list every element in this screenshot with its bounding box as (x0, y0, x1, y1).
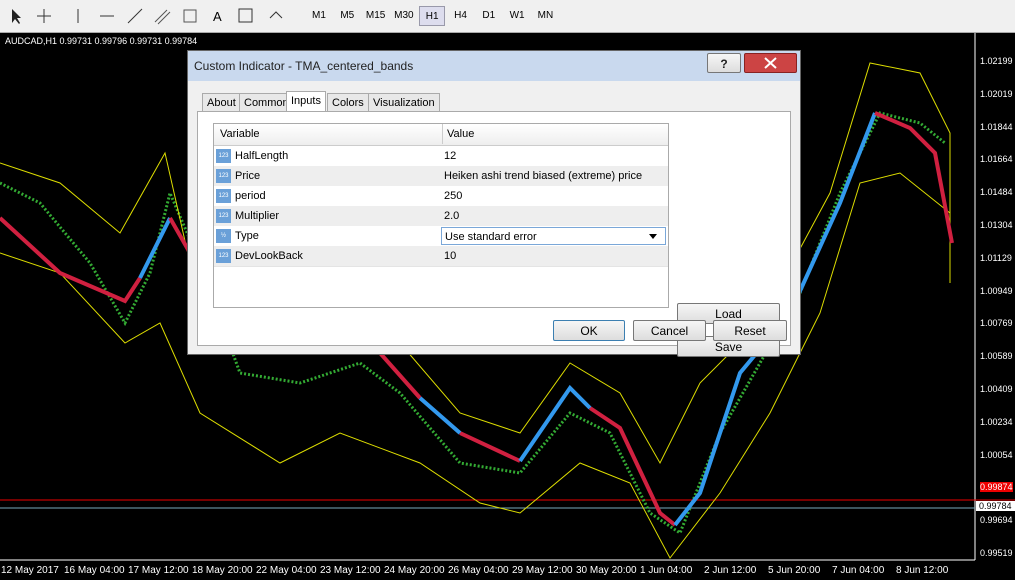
timeframe-button[interactable]: M5 (340, 10, 355, 21)
variable-name: Price (235, 170, 261, 182)
time-label: 7 Jun 04:00 (832, 565, 885, 576)
price-label: 1.00769 (980, 318, 1013, 329)
price-label: 1.02019 (980, 88, 1013, 99)
type-icon: 123 (216, 249, 231, 263)
time-label: 12 May 2017 (1, 565, 59, 576)
lower-band (0, 172, 951, 559)
timeframe-button[interactable]: H1 (419, 6, 446, 26)
upper-band (0, 62, 951, 465)
timeframe-button[interactable]: MN (537, 10, 554, 21)
table-row[interactable]: 123 Multiplier 2.0 (214, 206, 668, 227)
timeframe-button[interactable]: D1 (482, 10, 496, 21)
dialog-button[interactable]: Reset (713, 320, 787, 341)
table-header: Variable Value (214, 124, 668, 146)
time-label: 8 Jun 12:00 (896, 565, 949, 576)
price-label: 1.00589 (980, 351, 1013, 362)
price-label: 1.01664 (980, 154, 1013, 165)
price-label: 1.00409 (980, 384, 1013, 394)
tma-down (874, 111, 954, 244)
timeframe-button[interactable]: W1 (509, 10, 525, 21)
price-label: 1.00054 (980, 449, 1013, 460)
price-label: 1.00949 (980, 285, 1013, 296)
variable-value: 12 (444, 150, 457, 162)
help-button[interactable]: ? (707, 53, 741, 73)
price-label: 1.00234 (980, 416, 1013, 427)
dropdown-arrow (649, 234, 657, 239)
side-button[interactable]: Load (677, 303, 780, 324)
time-label: 1 Jun 04:00 (640, 565, 693, 576)
tab[interactable]: Common (239, 93, 294, 113)
variable-name: HalfLength (235, 150, 289, 162)
dialog-title: Custom Indicator - TMA_centered_bands (194, 59, 414, 73)
timeframe-button[interactable]: H4 (454, 10, 467, 21)
dialog-button[interactable]: Cancel (633, 320, 706, 341)
time-label: 17 May 12:00 (128, 565, 189, 576)
type-icon: 123 (216, 149, 231, 163)
price-bars (0, 111, 946, 536)
time-label: 24 May 20:00 (384, 565, 445, 576)
table-row[interactable]: 123 period 250 (214, 186, 668, 207)
tab[interactable]: About (202, 93, 241, 113)
time-label: 2 Jun 12:00 (704, 565, 757, 576)
type-icon: 123 (216, 209, 231, 223)
price-label: 1.02199 (980, 56, 1013, 66)
tma-down (168, 217, 677, 527)
column-header: Variable (220, 128, 260, 140)
table-row[interactable]: 123 HalfLength 12 (214, 146, 668, 167)
toolbar: A M1 M5 M15 M30 H1 H4 D1 W1 MN (0, 0, 1015, 33)
price-label: 0.99519 (980, 548, 1013, 558)
variable-name: Multiplier (235, 210, 280, 222)
timeframe-button[interactable]: M15 (365, 10, 386, 21)
price-label: 0.99694 (980, 515, 1013, 526)
time-label: 29 May 12:00 (512, 565, 573, 576)
close-button[interactable] (744, 53, 797, 73)
variable-name: DevLookBack (235, 250, 303, 262)
variable-value: 250 (444, 190, 463, 202)
text-tool[interactable]: A (213, 9, 222, 24)
variable-value: 10 (444, 250, 457, 262)
variable-name: period (235, 190, 266, 202)
title-bar: Custom Indicator - TMA_centered_bands ? (188, 51, 800, 81)
price-label: 1.01304 (980, 220, 1013, 230)
type-icon: 123 (216, 169, 231, 183)
time-label: 30 May 20:00 (576, 565, 637, 576)
time-label: 23 May 12:00 (320, 565, 381, 576)
tma-down (0, 216, 142, 304)
variable-value: Heiken ashi trend biased (extreme) price (444, 170, 643, 182)
value-dropdown[interactable]: Use standard error (441, 227, 666, 245)
tab[interactable]: Inputs (286, 91, 326, 113)
current-price: 0.99784 (976, 501, 1015, 511)
price-chart (0, 33, 1015, 561)
timeframe-button[interactable]: M1 (312, 10, 326, 21)
table-row[interactable]: 123 Price Heiken ashi trend biased (extrem… (214, 166, 668, 187)
type-icon: 123 (216, 189, 231, 203)
tab[interactable]: Visualization (368, 93, 440, 113)
price-label: 1.01844 (980, 121, 1013, 132)
type-icon: ½ (216, 229, 231, 243)
tab-panel: Variable Value 123 HalfLength 12 123 Price Heik… (197, 111, 791, 357)
dialog-button[interactable]: OK (553, 320, 625, 341)
time-label: 5 Jun 20:00 (768, 565, 821, 576)
time-label: 26 May 04:00 (448, 565, 509, 576)
timeframe-button[interactable]: M30 (394, 10, 414, 21)
dialog: Custom Indicator - TMA_centered_bands ? … (187, 50, 801, 357)
symbol-info: AUDCAD,H1 0.99731 0.99796 0.99731 0.9978… (5, 36, 198, 46)
time-label: 18 May 20:00 (192, 565, 253, 576)
variable-name: Type (235, 230, 259, 242)
table-row[interactable]: ½ Type Use standard error (214, 226, 668, 247)
variable-value: 2.0 (444, 210, 460, 222)
tool-icons (12, 8, 283, 25)
price-label: 0.99874 (980, 482, 1013, 493)
inputs-table: Variable Value 123 HalfLength 12 123 Price Heik… (213, 123, 669, 308)
tma-up (138, 217, 172, 279)
tab[interactable]: Colors (327, 93, 369, 113)
price-label: 1.01129 (980, 252, 1012, 263)
time-label: 22 May 04:00 (256, 565, 317, 576)
price-label: 1.01484 (980, 187, 1013, 198)
time-label: 16 May 04:00 (64, 565, 125, 576)
column-header: Value (442, 124, 474, 144)
table-row[interactable]: 123 DevLookBack 10 (214, 246, 668, 267)
